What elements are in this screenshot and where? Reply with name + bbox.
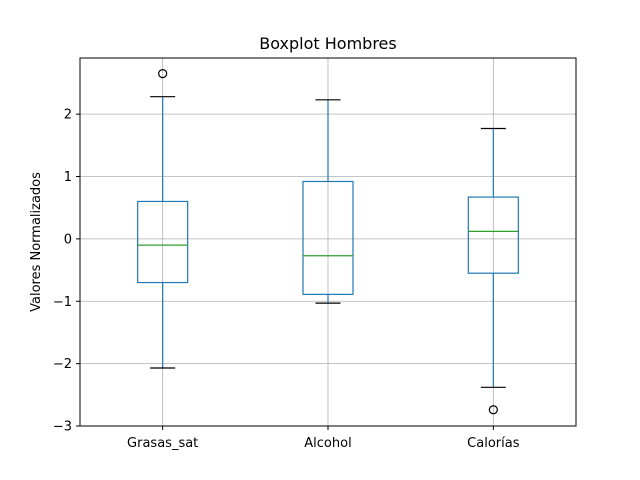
ticks: −3 −2 −1 0 1 2 Grasas_sat Alcohol Calorías [53, 108, 520, 451]
y-tick-label: −2 [53, 357, 72, 372]
box-group [137, 68, 189, 369]
x-tick-label: Grasas_sat [127, 436, 198, 451]
y-tick-label: −3 [53, 420, 72, 435]
y-tick-label: −1 [53, 295, 72, 310]
box-iqr [302, 180, 354, 295]
outlier-point [488, 405, 498, 415]
box-iqr [467, 196, 519, 274]
chart-title: Boxplot Hombres [259, 34, 396, 53]
box-iqr [137, 200, 189, 284]
y-tick-label: 0 [64, 232, 72, 247]
box-group [467, 127, 519, 415]
outlier-point [158, 68, 168, 79]
y-axis-title: Valores Normalizados [29, 172, 44, 312]
y-tick-label: 2 [64, 108, 72, 123]
boxes [137, 68, 519, 415]
y-tick-label: 1 [64, 170, 72, 185]
x-tick-label: Calorías [467, 436, 520, 451]
box-group [302, 99, 354, 304]
x-tick-label: Alcohol [304, 436, 351, 451]
